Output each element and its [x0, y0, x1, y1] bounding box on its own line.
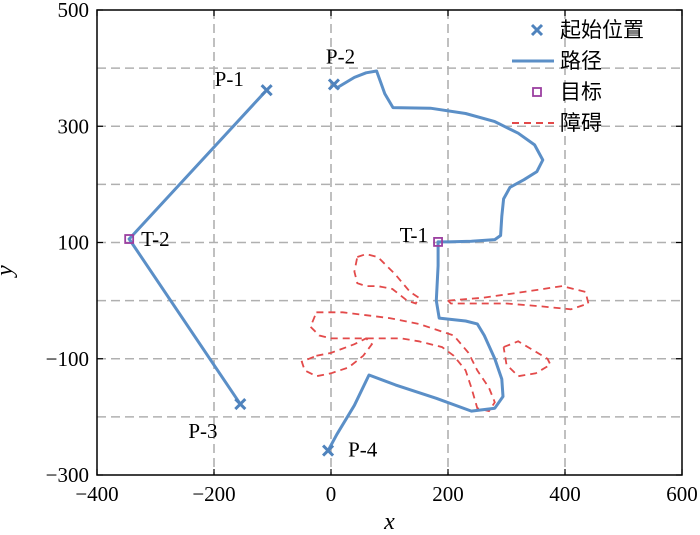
legend-label: 障碍: [560, 111, 602, 135]
start-point-label: P-1: [215, 67, 244, 91]
legend-target-swatch: [532, 87, 542, 97]
tick-labels: −400 −200 0 200 400 600 −300 −100 100 300 500: [46, 0, 698, 506]
legend-item: 路径: [512, 49, 602, 73]
y-tick-label: −100: [46, 347, 89, 371]
y-axis-label: y: [0, 265, 18, 278]
legend-item: 目标: [532, 80, 602, 104]
legend-item: 障碍: [512, 111, 602, 135]
x-tick-label: 0: [326, 482, 337, 506]
paths: [127, 69, 545, 453]
y-tick-label: 300: [58, 114, 90, 138]
obstacle: [309, 311, 496, 413]
legend-label: 路径: [560, 49, 602, 73]
x-tick-label: 400: [549, 482, 581, 506]
obstacles: [300, 253, 590, 413]
start-marker: [322, 444, 335, 457]
start-point-label: P-3: [188, 419, 217, 443]
start-marker: [327, 78, 340, 91]
obstacle: [447, 285, 590, 311]
legend-item: 起始位置: [530, 18, 644, 42]
x-tick-label: −200: [192, 482, 235, 506]
obstacle: [300, 337, 374, 378]
start-marker: [234, 398, 247, 411]
start-point-label: P-4: [348, 438, 378, 462]
path-line: [127, 88, 269, 241]
obstacle: [502, 340, 552, 378]
y-tick-label: −300: [46, 463, 89, 487]
legend-start-swatch: [530, 23, 544, 37]
ticks: [96, 9, 683, 476]
y-tick-label: 100: [58, 231, 90, 255]
point-labels: P-1 P-2 P-3 P-4 T-1 T-2: [141, 44, 428, 461]
x-tick-label: −400: [75, 482, 118, 506]
markers: [124, 78, 443, 457]
path-line: [326, 240, 505, 453]
target-marker: [433, 237, 443, 247]
obstacle: [353, 253, 420, 305]
legend-label: 起始位置: [560, 18, 644, 42]
x-axis-label: x: [383, 509, 395, 535]
path-line: [127, 237, 242, 406]
start-point-label: P-2: [326, 44, 355, 68]
target-point-label: T-2: [141, 227, 169, 251]
target-point-label: T-1: [400, 223, 428, 247]
x-tick-label: 200: [432, 482, 464, 506]
target-marker: [124, 234, 135, 244]
path-line: [332, 69, 545, 244]
start-marker: [260, 84, 273, 97]
legend-label: 目标: [560, 80, 602, 104]
y-tick-label: 500: [58, 0, 90, 22]
x-tick-label: 600: [666, 482, 698, 506]
